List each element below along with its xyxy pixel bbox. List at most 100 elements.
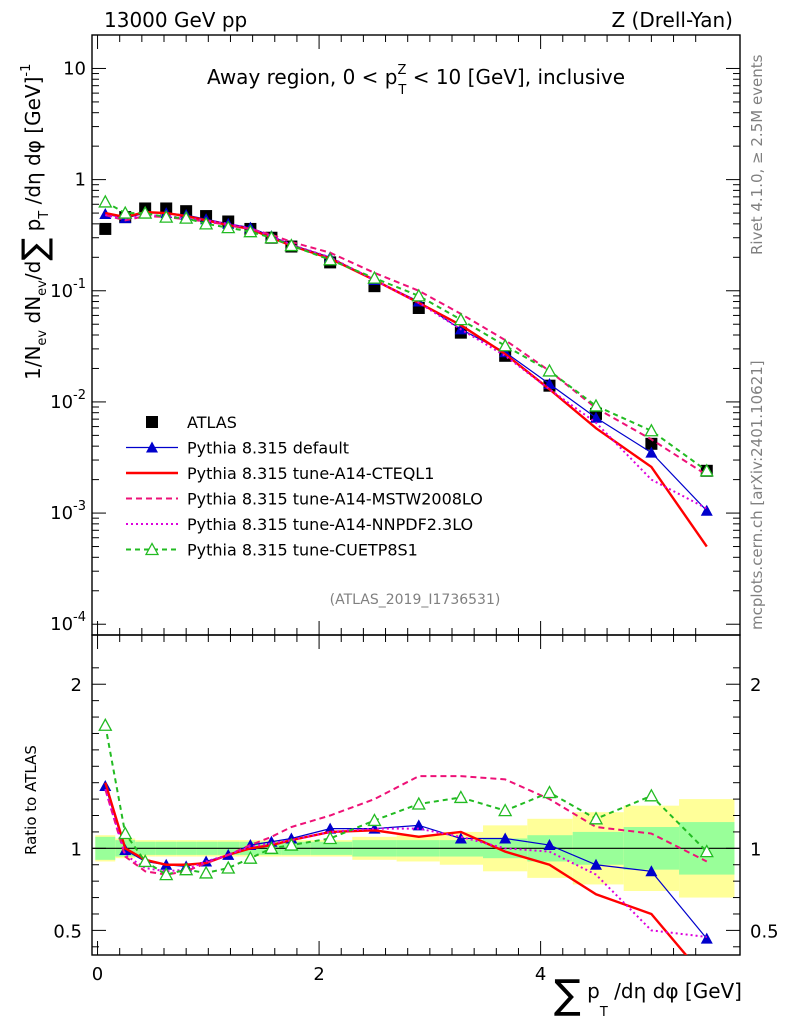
x-tick-label: 0 (92, 964, 103, 985)
ratio-y-tick-label: 2 (750, 675, 761, 696)
data-point (243, 224, 258, 238)
x-tick-label: 2 (313, 964, 324, 985)
data-point (138, 205, 153, 219)
data-point (179, 210, 194, 224)
data-point (284, 238, 299, 252)
ratio-plot-frame (91, 634, 741, 956)
legend: ATLAS Pythia 8.315 default Pythia 8.315 tu… (126, 413, 483, 560)
data-point (159, 209, 174, 223)
data-point (118, 826, 133, 840)
header-energy-label: 13000 GeV pp (104, 8, 247, 32)
y-tick-label: 10-3 (50, 499, 86, 524)
data-point (498, 338, 513, 352)
data-point (284, 837, 299, 851)
legend-item: Pythia 8.315 tune-A14-MSTW2008LO (126, 490, 483, 509)
legend-item: Pythia 8.315 tune-A14-NNPDF2.3LO (126, 515, 473, 534)
data-point (367, 813, 382, 827)
top-y-axis-label: 1/Nev dNev/d∑ pT /dη dφ [GeV]-1 (15, 64, 55, 380)
data-point (118, 205, 133, 219)
data-point (411, 288, 426, 302)
data-point (700, 932, 713, 944)
data-point (588, 398, 604, 412)
legend-item: Pythia 8.315 tune-A14-CTEQL1 (126, 464, 434, 483)
legend-item: Pythia 8.315 tune-CUETP8S1 (126, 541, 418, 560)
ratio-plot-series (98, 717, 714, 955)
data-point (412, 819, 425, 831)
data-point (198, 216, 214, 230)
data-point (146, 416, 158, 428)
data-point (323, 831, 338, 845)
data-point (542, 363, 557, 377)
ratio-y-tick-label: 2 (71, 675, 82, 696)
ratio-y-axis-label: Ratio to ATLAS (22, 745, 40, 855)
x-tick-label: 4 (535, 964, 546, 985)
data-point (542, 785, 557, 799)
svg-text:1/Nev dNev/d∑ pT /dη dφ [GeV]: 1/Nev dNev/d∑ pT /dη dφ [GeV]-1 (15, 64, 55, 380)
ratio-y-tick-label: 1 (750, 839, 761, 860)
data-point (699, 463, 714, 477)
data-point (99, 222, 112, 235)
data-point (144, 542, 160, 556)
data-point (243, 850, 258, 864)
data-point (221, 220, 236, 234)
data-point (198, 865, 214, 879)
series-pythia-8-315-tune-cuetp8s1 (98, 717, 714, 881)
data-point (644, 423, 659, 437)
data-point (264, 230, 279, 244)
data-point (221, 860, 236, 874)
top-axis-ticks: 10-4 10-3 10-2 10-1 1 10 (50, 34, 740, 635)
data-point (498, 803, 513, 817)
legend-label: Pythia 8.315 tune-A14-MSTW2008LO (187, 490, 483, 509)
data-point (453, 312, 468, 326)
series-pythia-8-315-tune-a14-mstw2008lo (104, 775, 708, 876)
data-point (411, 796, 426, 810)
ratio-axis-ticks: 0 2 4 0.5 0.5 1 1 2 2 (53, 35, 779, 985)
series-pythia-8-315-tune-a14-nnpdf2-3lo (104, 788, 707, 938)
y-tick-label: 10-1 (50, 277, 86, 302)
data-point (644, 788, 659, 802)
data-point (146, 441, 158, 453)
x-axis-label: ∑ pT /dη dφ [GeV] (554, 972, 742, 1020)
legend-label: Pythia 8.315 tune-A14-NNPDF2.3LO (187, 515, 473, 534)
series-line (105, 214, 708, 476)
data-point (264, 840, 279, 854)
legend-item: Pythia 8.315 default (126, 439, 349, 458)
legend-label: Pythia 8.315 tune-CUETP8S1 (187, 541, 418, 560)
header-process-label: Z (Drell-Yan) (611, 8, 733, 32)
data-point (98, 194, 113, 208)
data-point (159, 867, 174, 881)
legend-item: ATLAS (146, 413, 237, 432)
series-pythia-8-315-tune-cuetp8s1 (98, 194, 714, 477)
ratio-y-tick-label: 0.5 (750, 921, 779, 942)
y-tick-label: 1 (75, 170, 86, 191)
series-pythia-8-315-tune-a14-mstw2008lo (105, 214, 708, 476)
data-point (543, 839, 556, 851)
data-point (590, 858, 602, 870)
data-point (699, 844, 714, 858)
ratio-uncertainty-bands (92, 799, 740, 898)
data-point (645, 865, 658, 877)
svg-text:∑ pT /dη dφ [GeV]: ∑ pT /dη dφ [GeV] (554, 972, 742, 1020)
data-point (453, 790, 468, 804)
data-point (645, 446, 658, 458)
legend-label: Pythia 8.315 default (187, 439, 349, 458)
ratio-y-tick-label: 0.5 (53, 921, 82, 942)
data-point (454, 832, 467, 844)
series-line (104, 788, 707, 938)
data-point (323, 252, 338, 266)
mcplots-label: mcplots.cern.ch [arXiv:2401.10621] (748, 360, 766, 630)
data-point (179, 862, 194, 876)
data-point (367, 270, 382, 284)
data-point (138, 854, 153, 868)
plot-title: Away region, 0 < pZ T < 10 [GeV], inclusi… (207, 63, 625, 98)
legend-label: ATLAS (187, 413, 237, 432)
data-point (98, 717, 113, 731)
y-tick-label: 10-2 (50, 388, 86, 413)
legend-label: Pythia 8.315 tune-A14-CTEQL1 (187, 464, 434, 483)
data-point (499, 832, 512, 844)
data-point (588, 811, 604, 825)
series-atlas (99, 202, 713, 477)
data-point (645, 437, 658, 450)
rivet-version-label: Rivet 4.1.0, ≥ 2.5M events (748, 54, 766, 255)
series-line (104, 775, 708, 876)
